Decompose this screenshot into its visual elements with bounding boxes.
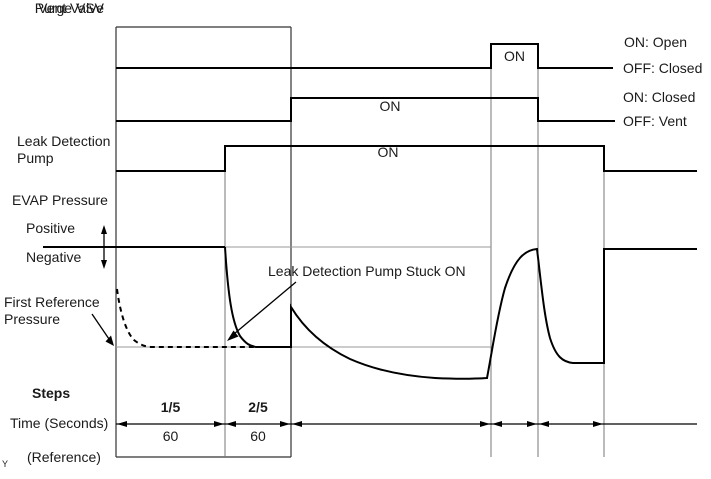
evap-pressure-trace bbox=[224, 246, 697, 380]
purge-on-state-label: ON bbox=[504, 48, 525, 64]
leak-pump-label-line2: Pump bbox=[17, 150, 54, 166]
positive-label: Positive bbox=[26, 220, 76, 236]
steps-frame-box bbox=[115, 26, 292, 458]
evap-pressure-label: EVAP Pressure bbox=[12, 192, 108, 208]
first-reference-label-line1: First Reference bbox=[4, 294, 100, 310]
step-1-value: 1/5 bbox=[160, 399, 181, 415]
first-reference-label: First Reference Pressure bbox=[4, 294, 100, 328]
vent-valve-trace bbox=[116, 97, 615, 122]
leak-pump-trace bbox=[116, 145, 697, 172]
purge-vsv-trace bbox=[116, 43, 613, 69]
stuck-on-arrow bbox=[227, 281, 297, 341]
steps-axis-label: Steps bbox=[32, 385, 71, 401]
first-reference-arrow bbox=[91, 313, 114, 346]
legend-vent-off: OFF: Vent bbox=[623, 113, 687, 129]
corner-mark: Y bbox=[2, 459, 9, 469]
vent-on-state-label: ON bbox=[379, 98, 401, 114]
first-reference-label-line2: Pressure bbox=[4, 311, 61, 327]
stuck-on-annotation: Leak Detection Pump Stuck ON bbox=[268, 263, 466, 279]
time-axis-label: Time (Seconds) bbox=[10, 415, 109, 431]
time-2-value: 60 bbox=[250, 428, 266, 444]
negative-label: Negative bbox=[26, 249, 82, 265]
vent-valve-label: Vent Valve bbox=[38, 0, 104, 16]
pump-on-state-label: ON bbox=[377, 144, 399, 160]
legend-purge-off: OFF: Closed bbox=[623, 60, 703, 76]
legend-vent-on: ON: Closed bbox=[623, 89, 696, 105]
time-1-value: 60 bbox=[162, 428, 179, 444]
legend-purge-on: ON: Open bbox=[624, 34, 688, 50]
reference-axis-label: (Reference) bbox=[27, 449, 101, 465]
evap-stuck-on-dashed-trace bbox=[116, 288, 256, 348]
positive-negative-arrow bbox=[101, 225, 107, 269]
leak-pump-label: Leak Detection Pump bbox=[17, 133, 110, 167]
purge-vsv-label: Purge VSV bbox=[34, 0, 104, 16]
time-axis bbox=[116, 421, 697, 427]
step-2-value: 2/5 bbox=[248, 399, 268, 415]
leak-pump-label-line1: Leak Detection bbox=[17, 133, 111, 149]
